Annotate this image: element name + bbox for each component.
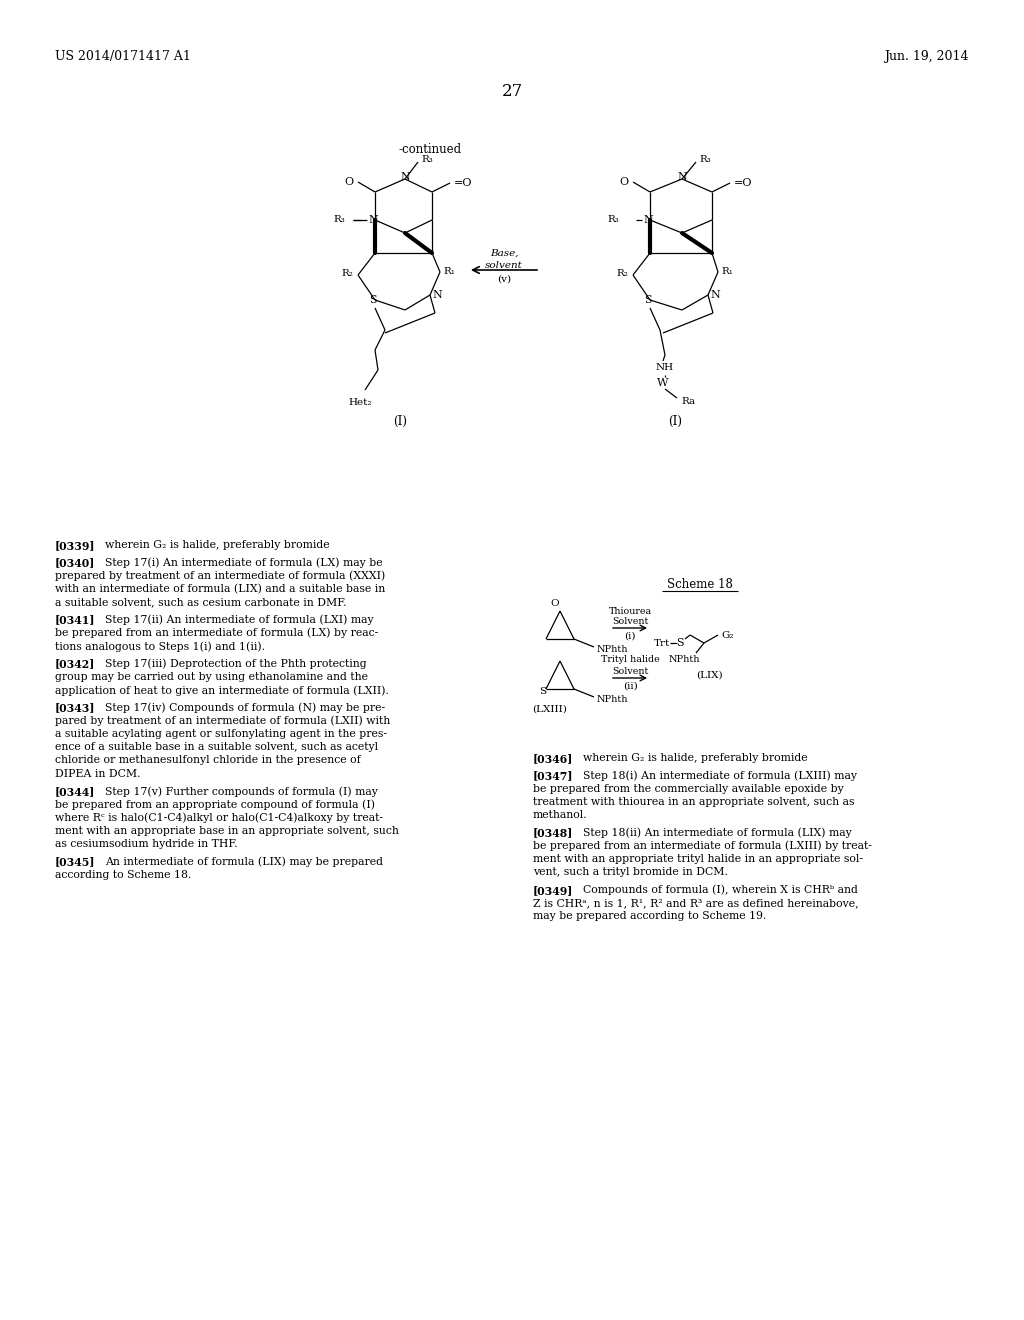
- Text: (LXIII): (LXIII): [532, 705, 567, 714]
- Text: [0347]: [0347]: [534, 771, 573, 781]
- Text: N: N: [400, 172, 410, 182]
- Text: prepared by treatment of an intermediate of formula (XXXI): prepared by treatment of an intermediate…: [55, 570, 385, 581]
- Text: US 2014/0171417 A1: US 2014/0171417 A1: [55, 50, 190, 63]
- Text: R₃: R₃: [333, 215, 345, 224]
- Text: S: S: [676, 638, 684, 648]
- Text: Step 17(iii) Deprotection of the Phth protecting: Step 17(iii) Deprotection of the Phth pr…: [105, 659, 367, 669]
- Text: Trityl halide: Trityl halide: [601, 656, 659, 664]
- Text: solvent: solvent: [485, 260, 523, 269]
- Text: NH: NH: [656, 363, 674, 372]
- Text: application of heat to give an intermediate of formula (LXII).: application of heat to give an intermedi…: [55, 685, 389, 696]
- Text: as cesiumsodium hydride in THF.: as cesiumsodium hydride in THF.: [55, 840, 238, 849]
- Text: N: N: [710, 290, 720, 300]
- Text: Solvent: Solvent: [612, 618, 648, 627]
- Text: NPhth: NPhth: [597, 644, 629, 653]
- Text: ence of a suitable base in a suitable solvent, such as acetyl: ence of a suitable base in a suitable so…: [55, 742, 378, 752]
- Text: NPhth: NPhth: [597, 694, 629, 704]
- Text: Base,: Base,: [489, 248, 518, 257]
- Text: with an intermediate of formula (LIX) and a suitable base in: with an intermediate of formula (LIX) an…: [55, 583, 385, 594]
- Text: a suitable solvent, such as cesium carbonate in DMF.: a suitable solvent, such as cesium carbo…: [55, 597, 346, 607]
- Text: Thiourea: Thiourea: [608, 606, 651, 615]
- Text: Step 17(iv) Compounds of formula (N) may be pre-: Step 17(iv) Compounds of formula (N) may…: [105, 702, 385, 713]
- Text: Step 17(i) An intermediate of formula (LX) may be: Step 17(i) An intermediate of formula (L…: [105, 557, 383, 568]
- Text: [0345]: [0345]: [55, 857, 95, 867]
- Text: Jun. 19, 2014: Jun. 19, 2014: [885, 50, 969, 63]
- Text: G₂: G₂: [721, 631, 733, 639]
- Text: S: S: [644, 294, 652, 305]
- Text: =O: =O: [454, 178, 472, 187]
- Text: R₃: R₃: [607, 215, 618, 224]
- Text: Z is CHRᵃ, n is 1, R¹, R² and R³ are as defined hereinabove,: Z is CHRᵃ, n is 1, R¹, R² and R³ are as …: [534, 898, 859, 908]
- Text: R₁: R₁: [721, 268, 733, 276]
- Text: O: O: [551, 599, 559, 609]
- Text: Step 18(i) An intermediate of formula (LXIII) may: Step 18(i) An intermediate of formula (L…: [583, 771, 857, 781]
- Text: S: S: [370, 294, 377, 305]
- Text: S: S: [540, 686, 547, 696]
- Text: O: O: [344, 177, 353, 187]
- Text: (i): (i): [625, 631, 636, 640]
- Text: (v): (v): [497, 275, 511, 284]
- Text: R₂: R₂: [341, 268, 353, 277]
- Text: [0342]: [0342]: [55, 659, 95, 669]
- Text: N: N: [643, 215, 653, 224]
- Text: tions analogous to Steps 1(i) and 1(ii).: tions analogous to Steps 1(i) and 1(ii).: [55, 642, 265, 652]
- Text: [0346]: [0346]: [534, 752, 573, 764]
- Text: be prepared from an appropriate compound of formula (I): be prepared from an appropriate compound…: [55, 800, 375, 810]
- Text: Solvent: Solvent: [612, 667, 648, 676]
- Text: Scheme 18: Scheme 18: [667, 578, 733, 591]
- Text: ment with an appropriate trityl halide in an appropriate sol-: ment with an appropriate trityl halide i…: [534, 854, 863, 865]
- Text: be prepared from an intermediate of formula (LX) by reac-: be prepared from an intermediate of form…: [55, 628, 378, 639]
- Text: -continued: -continued: [398, 143, 462, 156]
- Text: R₃: R₃: [421, 154, 433, 164]
- Text: O: O: [620, 177, 629, 187]
- Text: methanol.: methanol.: [534, 810, 588, 820]
- Text: W: W: [657, 378, 669, 388]
- Text: N: N: [368, 215, 378, 224]
- Text: pared by treatment of an intermediate of formula (LXII) with: pared by treatment of an intermediate of…: [55, 715, 390, 726]
- Text: according to Scheme 18.: according to Scheme 18.: [55, 870, 191, 880]
- Text: Step 17(ii) An intermediate of formula (LXI) may: Step 17(ii) An intermediate of formula (…: [105, 615, 374, 626]
- Text: [0339]: [0339]: [55, 540, 95, 550]
- Text: DIPEA in DCM.: DIPEA in DCM.: [55, 768, 140, 779]
- Text: =O: =O: [734, 178, 753, 187]
- Text: [0340]: [0340]: [55, 557, 95, 569]
- Text: (I): (I): [668, 414, 682, 428]
- Text: ment with an appropriate base in an appropriate solvent, such: ment with an appropriate base in an appr…: [55, 826, 399, 836]
- Text: [0344]: [0344]: [55, 787, 95, 797]
- Text: 27: 27: [502, 83, 522, 100]
- Text: [0343]: [0343]: [55, 702, 95, 713]
- Text: Het₂: Het₂: [348, 399, 372, 407]
- Text: (LIX): (LIX): [695, 671, 722, 680]
- Text: wherein G₂ is halide, preferably bromide: wherein G₂ is halide, preferably bromide: [583, 752, 808, 763]
- Text: [0349]: [0349]: [534, 884, 573, 896]
- Text: R₁: R₁: [443, 268, 455, 276]
- Text: Trt: Trt: [654, 639, 670, 648]
- Text: a suitable acylating agent or sulfonylating agent in the pres-: a suitable acylating agent or sulfonylat…: [55, 729, 387, 739]
- Text: R₂: R₂: [616, 268, 628, 277]
- Text: NPhth: NPhth: [669, 655, 699, 664]
- Text: N: N: [432, 290, 441, 300]
- Text: where Rᶜ is halo(C1-C4)alkyl or halo(C1-C4)alkoxy by treat-: where Rᶜ is halo(C1-C4)alkyl or halo(C1-…: [55, 813, 383, 824]
- Text: R₃: R₃: [699, 154, 711, 164]
- Text: Ra: Ra: [681, 396, 695, 405]
- Text: be prepared from an intermediate of formula (LXIII) by treat-: be prepared from an intermediate of form…: [534, 841, 871, 851]
- Text: [0341]: [0341]: [55, 615, 95, 626]
- Text: An intermediate of formula (LIX) may be prepared: An intermediate of formula (LIX) may be …: [105, 857, 383, 867]
- Text: (I): (I): [393, 414, 407, 428]
- Text: may be prepared according to Scheme 19.: may be prepared according to Scheme 19.: [534, 911, 766, 921]
- Text: N: N: [677, 172, 687, 182]
- Text: be prepared from the commercially available epoxide by: be prepared from the commercially availa…: [534, 784, 844, 793]
- Text: (ii): (ii): [623, 681, 637, 690]
- Text: treatment with thiourea in an appropriate solvent, such as: treatment with thiourea in an appropriat…: [534, 797, 854, 807]
- Text: group may be carried out by using ethanolamine and the: group may be carried out by using ethano…: [55, 672, 368, 681]
- Text: [0348]: [0348]: [534, 828, 573, 838]
- Text: Step 17(v) Further compounds of formula (I) may: Step 17(v) Further compounds of formula …: [105, 787, 378, 797]
- Text: chloride or methanesulfonyl chloride in the presence of: chloride or methanesulfonyl chloride in …: [55, 755, 360, 766]
- Text: Compounds of formula (I), wherein X is CHRᵇ and: Compounds of formula (I), wherein X is C…: [583, 884, 858, 895]
- Text: Step 18(ii) An intermediate of formula (LIX) may: Step 18(ii) An intermediate of formula (…: [583, 828, 852, 838]
- Text: vent, such a trityl bromide in DCM.: vent, such a trityl bromide in DCM.: [534, 867, 728, 878]
- Text: wherein G₂ is halide, preferably bromide: wherein G₂ is halide, preferably bromide: [105, 540, 330, 550]
